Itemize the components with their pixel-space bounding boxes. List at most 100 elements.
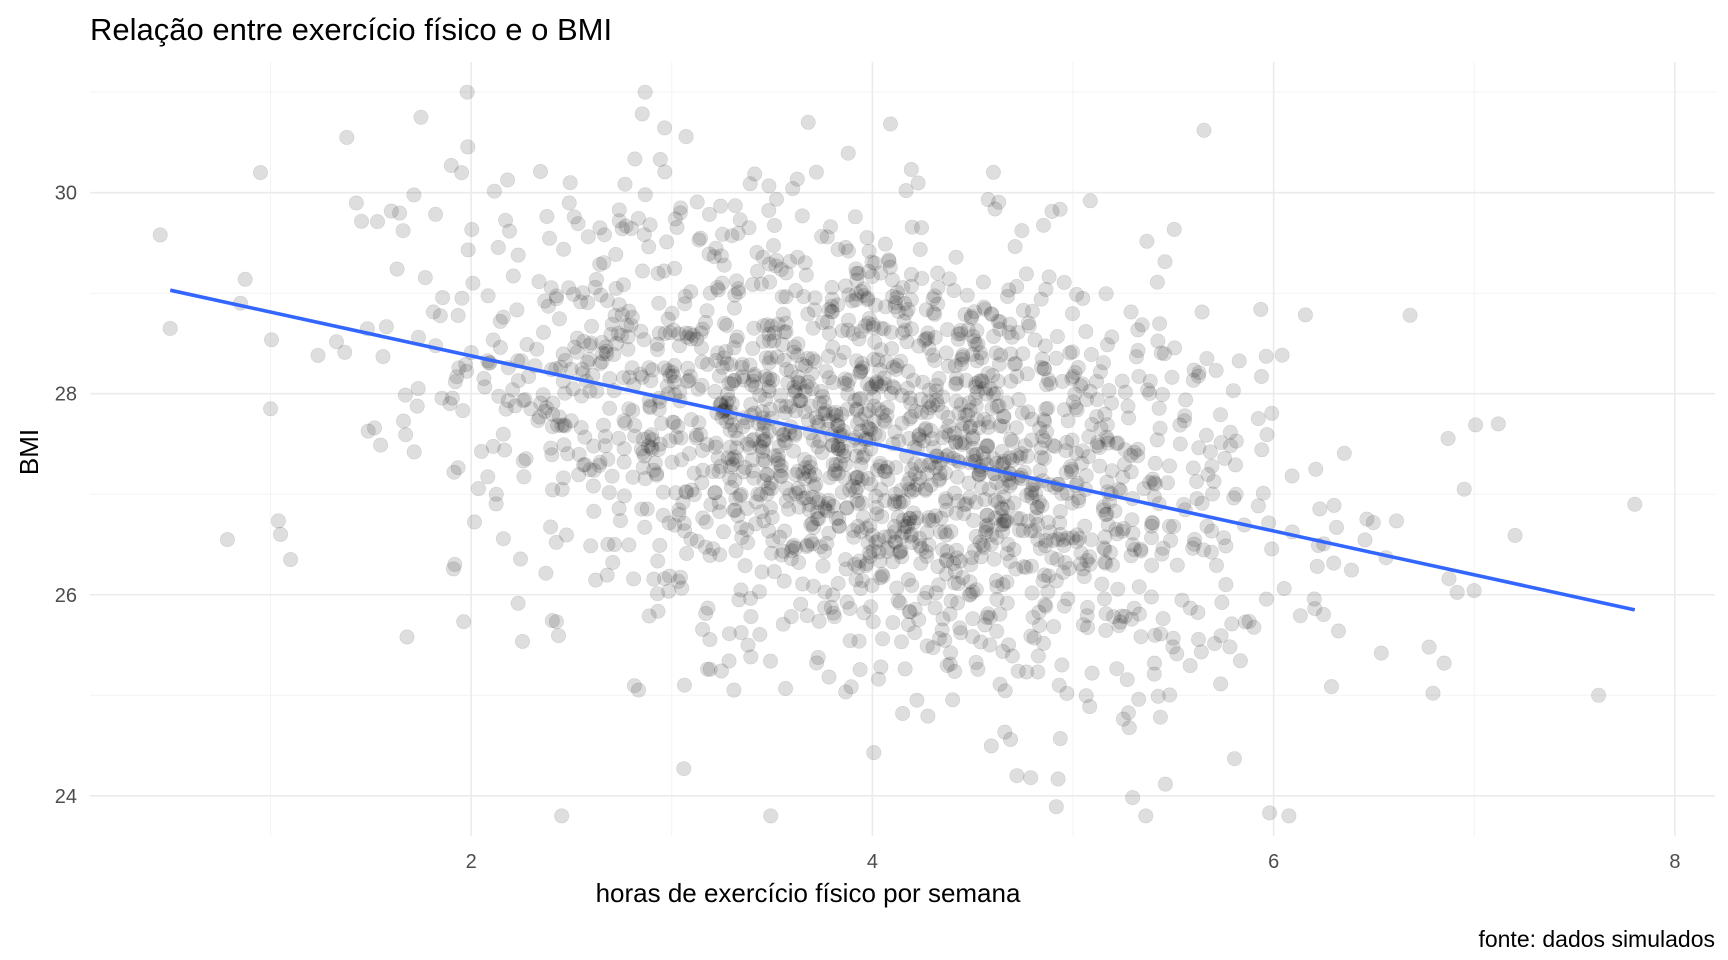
data-point — [830, 438, 846, 454]
data-point — [1036, 412, 1052, 428]
data-point — [895, 512, 911, 528]
data-point — [737, 459, 753, 475]
data-point — [1096, 591, 1112, 607]
data-point — [1039, 424, 1055, 440]
data-point — [995, 643, 1011, 659]
data-point — [611, 213, 627, 229]
data-point — [778, 398, 794, 414]
data-point — [719, 356, 735, 372]
data-point — [991, 398, 1007, 414]
data-point — [263, 401, 279, 417]
data-point — [708, 240, 724, 256]
data-point — [955, 570, 971, 586]
data-point — [1131, 691, 1147, 707]
data-point — [702, 661, 718, 677]
data-point — [927, 352, 943, 368]
data-point — [1157, 254, 1173, 270]
data-point — [1013, 446, 1029, 462]
data-point — [938, 502, 954, 518]
data-point — [875, 568, 891, 584]
data-point — [761, 202, 777, 218]
data-point — [887, 299, 903, 315]
data-point — [927, 306, 943, 322]
data-point — [862, 518, 878, 534]
data-point — [505, 268, 521, 284]
data-point — [862, 548, 878, 564]
data-point — [600, 451, 616, 467]
data-point — [763, 350, 779, 366]
data-point — [531, 409, 547, 425]
data-point — [747, 516, 763, 532]
data-point — [975, 274, 991, 290]
data-point — [851, 633, 867, 649]
data-point — [976, 411, 992, 427]
data-point — [592, 256, 608, 272]
data-point — [693, 340, 709, 356]
data-point — [366, 420, 382, 436]
data-point — [507, 398, 523, 414]
data-point — [649, 586, 665, 602]
data-point — [1255, 485, 1271, 501]
data-point — [682, 368, 698, 384]
data-point — [1099, 506, 1115, 522]
data-point — [1008, 420, 1024, 436]
data-point — [984, 400, 1000, 416]
data-point — [716, 257, 732, 273]
data-point — [1200, 466, 1216, 482]
data-point — [823, 599, 839, 615]
data-point — [894, 388, 910, 404]
data-point — [1068, 445, 1084, 461]
data-point — [1468, 417, 1484, 433]
x-tick-label: 6 — [1268, 851, 1279, 873]
data-point — [1250, 411, 1266, 427]
data-point — [670, 418, 686, 434]
data-point — [722, 422, 738, 438]
data-point — [1092, 364, 1108, 380]
data-point — [880, 540, 896, 556]
data-point — [850, 518, 866, 534]
data-point — [727, 449, 743, 465]
data-point — [921, 382, 937, 398]
data-point — [1258, 348, 1274, 364]
data-point — [1006, 542, 1022, 558]
data-point — [904, 577, 920, 593]
data-point — [406, 187, 422, 203]
regression-line — [169, 288, 1636, 612]
data-point — [965, 584, 981, 600]
data-point — [378, 319, 394, 335]
data-point — [945, 555, 961, 571]
data-point — [744, 452, 760, 468]
data-point — [821, 669, 837, 685]
data-point — [1191, 440, 1207, 456]
data-point — [655, 507, 671, 523]
data-point — [973, 480, 989, 496]
data-point — [635, 459, 651, 475]
data-point — [1223, 438, 1239, 454]
data-point — [864, 268, 880, 284]
data-point — [582, 337, 598, 353]
data-point — [1015, 302, 1031, 318]
data-point — [849, 479, 865, 495]
data-point — [1440, 430, 1456, 446]
data-point — [679, 484, 695, 500]
data-point — [451, 360, 467, 376]
data-point — [1091, 440, 1107, 456]
data-point — [599, 293, 615, 309]
data-point — [1146, 475, 1162, 491]
data-point — [1101, 383, 1117, 399]
data-point — [678, 129, 694, 145]
data-point — [981, 414, 997, 430]
data-point — [904, 219, 920, 235]
data-point — [480, 288, 496, 304]
data-point — [887, 534, 903, 550]
data-point — [1037, 338, 1053, 354]
data-point — [543, 440, 559, 456]
data-point — [860, 534, 876, 550]
data-point — [771, 438, 787, 454]
data-point — [949, 370, 965, 386]
data-point — [662, 433, 678, 449]
data-point — [866, 398, 882, 414]
data-point — [987, 201, 1003, 217]
data-point — [1120, 398, 1136, 414]
data-point — [838, 240, 854, 256]
